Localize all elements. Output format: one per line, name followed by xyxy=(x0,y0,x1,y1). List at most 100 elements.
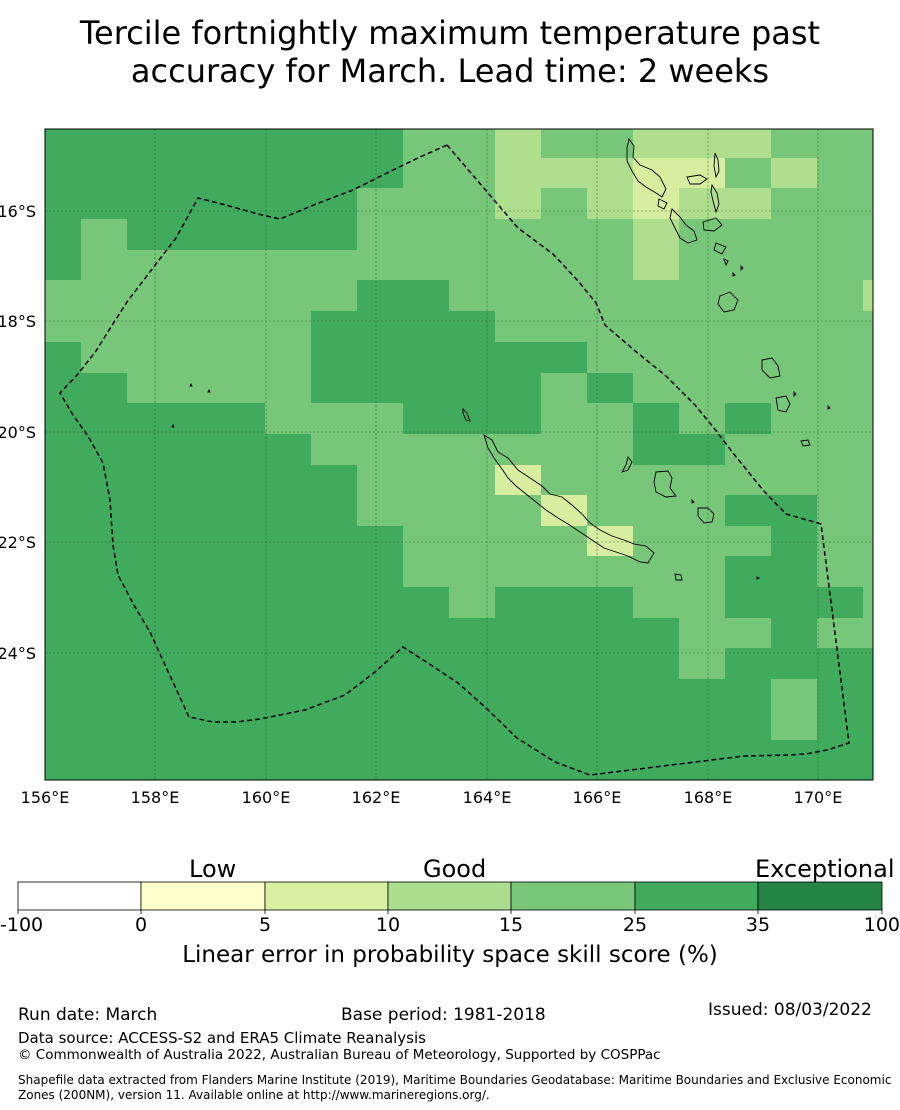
lat-label: 20°S xyxy=(0,423,36,442)
skill-cell xyxy=(725,434,873,465)
skill-cell xyxy=(771,526,817,556)
skill-cell xyxy=(725,556,817,587)
skill-cell xyxy=(633,129,771,158)
skill-cell xyxy=(587,373,633,403)
skill-cell xyxy=(311,311,495,342)
skill-cell xyxy=(541,403,633,434)
skill-cell xyxy=(679,403,725,434)
chart-title-line1: Tercile fortnightly maximum temperature … xyxy=(79,14,821,52)
skill-cell xyxy=(725,648,873,679)
skill-cell xyxy=(449,587,495,618)
skill-cell xyxy=(45,434,311,465)
skill-cell xyxy=(265,403,403,434)
skill-cell xyxy=(679,188,771,219)
run-date: Run date: March xyxy=(18,1005,158,1025)
skill-cell xyxy=(725,495,817,526)
colorbar-segment xyxy=(140,881,266,911)
skill-cell xyxy=(587,495,725,526)
skill-cell xyxy=(725,587,863,618)
skill-cell xyxy=(45,250,81,280)
colorbar-tick: 15 xyxy=(498,914,524,936)
lat-label: 18°S xyxy=(0,312,36,331)
skill-cell xyxy=(817,526,873,556)
skill-cell xyxy=(817,495,873,526)
skill-cell xyxy=(357,280,449,311)
skill-cell xyxy=(541,465,873,495)
skill-cell xyxy=(45,188,357,219)
skill-cell xyxy=(403,526,587,556)
skill-cell xyxy=(587,188,633,219)
skill-cell xyxy=(45,556,403,587)
pentecost-coast xyxy=(710,183,720,214)
category-low: Low xyxy=(189,855,237,883)
skill-cell xyxy=(725,403,771,434)
skill-cell xyxy=(127,373,311,403)
epi-coast xyxy=(713,242,727,255)
skill-cell xyxy=(633,219,679,250)
skill-cell xyxy=(45,129,403,158)
skill-cell xyxy=(633,434,725,465)
mare-coast xyxy=(697,507,715,524)
efate-coast xyxy=(717,291,739,313)
colorbar-tick: 35 xyxy=(745,914,771,936)
skill-cell xyxy=(725,158,771,188)
skill-cell xyxy=(541,188,587,219)
skill-cell xyxy=(357,465,495,495)
colorbar xyxy=(17,881,883,914)
lat-label: 22°S xyxy=(0,533,36,552)
vanuatu-islet-a xyxy=(740,264,744,272)
copyright: © Commonwealth of Australia 2022, Austra… xyxy=(18,1047,661,1063)
chart-title: Tercile fortnightly maximum temperature … xyxy=(0,14,900,90)
skill-cell xyxy=(633,403,679,434)
lon-label: 158°E xyxy=(131,788,180,807)
skill-cell xyxy=(81,219,127,250)
lon-label: 164°E xyxy=(463,788,512,807)
skill-cell xyxy=(771,188,873,219)
skill-cell xyxy=(311,342,587,373)
colorbar-title: Linear error in probability space skill … xyxy=(182,942,718,968)
skill-cell xyxy=(357,188,495,219)
skill-cell xyxy=(633,373,873,403)
skill-cell xyxy=(45,219,81,250)
colorbar-segment xyxy=(264,881,389,911)
matthew-island-coast xyxy=(756,576,761,580)
skill-cell xyxy=(817,710,873,740)
skill-cell xyxy=(633,526,771,556)
malo-coast xyxy=(657,198,668,210)
skill-cell xyxy=(81,342,311,373)
colorbar-segment xyxy=(510,881,636,911)
aniwa-coast xyxy=(793,390,797,398)
graticule xyxy=(45,129,873,780)
latitude-labels: 16°S 18°S 20°S 22°S 24°S xyxy=(0,202,36,663)
skill-cell xyxy=(495,587,633,618)
tongoa-coast xyxy=(723,258,729,267)
isle-of-pines-coast xyxy=(674,573,683,581)
skill-cell xyxy=(495,311,873,342)
skill-cell xyxy=(45,465,357,495)
skill-cell xyxy=(863,587,873,618)
eez-boundary xyxy=(59,144,850,776)
new-caledonia-coast xyxy=(483,433,655,564)
skill-cell xyxy=(45,280,357,311)
lon-label: 160°E xyxy=(242,788,291,807)
issued-date: Issued: 08/03/2022 xyxy=(708,1000,872,1020)
base-period: Base period: 1981-2018 xyxy=(341,1005,546,1025)
colorbar-tick: 0 xyxy=(134,914,148,936)
skill-cell xyxy=(403,158,495,188)
colorbar-tick: 5 xyxy=(258,914,272,936)
lon-label: 162°E xyxy=(352,788,401,807)
colorbar-tick: 100 xyxy=(863,914,900,936)
futuna-coast xyxy=(827,404,831,410)
lat-label: 16°S xyxy=(0,202,36,221)
skill-cell xyxy=(45,710,771,740)
skill-cell xyxy=(679,219,873,250)
skill-cell xyxy=(771,679,817,710)
skill-cell xyxy=(45,373,127,403)
skill-cell xyxy=(679,648,725,679)
skill-cell xyxy=(495,188,541,219)
skill-cell xyxy=(45,648,679,679)
skill-cell xyxy=(127,219,357,250)
skill-cell xyxy=(633,250,679,280)
category-good: Good xyxy=(423,855,487,883)
